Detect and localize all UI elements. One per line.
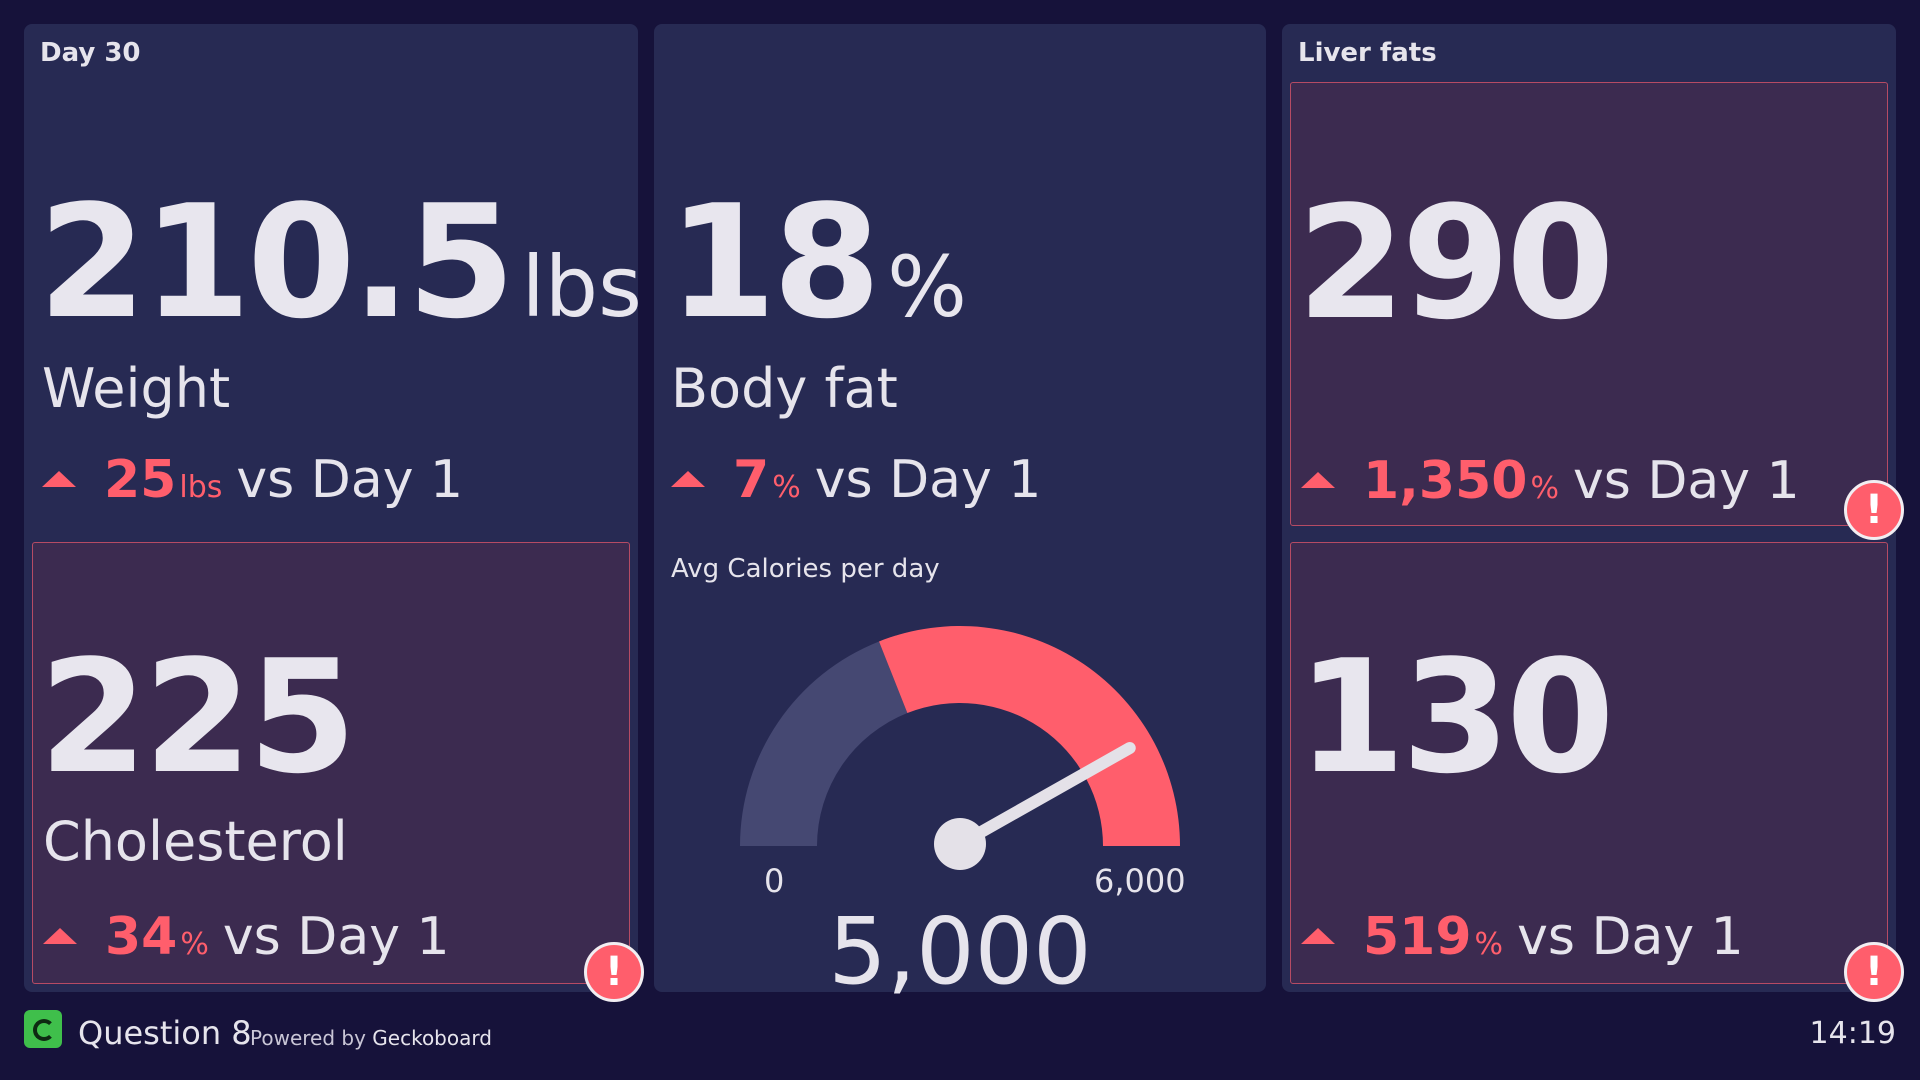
weight-change-unit: lbs <box>179 470 223 505</box>
alert-exclamation-icon[interactable]: ! <box>1844 942 1904 1002</box>
gauge-max-label: 6,000 <box>1094 862 1186 900</box>
weight-number: 210.5 <box>38 171 515 353</box>
powered-by-brand: Geckoboard <box>372 1026 492 1050</box>
cholesterol-change-suffix: vs Day 1 <box>222 907 450 967</box>
cholesterol-change-value: 34 <box>105 907 178 967</box>
body-fat-change-unit: % <box>772 470 801 505</box>
powered-by-prefix: Powered by <box>250 1026 366 1050</box>
liver-fat-1-change: 1,350 % vs Day 1 <box>1301 455 1800 507</box>
up-triangle-icon <box>1301 472 1335 488</box>
weight-value: 210.5 lbs <box>38 184 642 340</box>
liver-fat-1-change-unit: % <box>1530 471 1559 506</box>
cholesterol-change-unit: % <box>180 927 209 962</box>
weight-change-suffix: vs Day 1 <box>236 450 464 510</box>
panel-title: Liver fats <box>1298 38 1437 68</box>
liver-fat-widget-1: 290 1,350 % vs Day 1 <box>1290 82 1888 526</box>
gauge-hub <box>934 818 986 870</box>
geckoboard-logo-icon[interactable] <box>24 1010 62 1048</box>
gauge-track <box>740 641 908 846</box>
cholesterol-change: 34 % vs Day 1 <box>43 911 450 963</box>
dashboard-title: Question 8 <box>78 1014 252 1052</box>
gauge-needle <box>954 742 1136 850</box>
body-fat-value: 18% <box>668 184 967 340</box>
cholesterol-label: Cholesterol <box>43 810 348 873</box>
weight-panel: Day 30 210.5 lbs Weight 25 lbs vs Day 1 2… <box>24 24 644 1002</box>
liver-fat-1-value: 290 <box>1297 172 1615 354</box>
liver-fats-panel: Liver fats 290 1,350 % vs Day 1 ! 130 51… <box>1282 24 1904 1002</box>
liver-fat-1-change-value: 1,350 <box>1363 451 1528 511</box>
liver-fat-2-value: 130 <box>1297 626 1615 808</box>
liver-fat-2-change-value: 519 <box>1363 907 1472 967</box>
body-fat-change-suffix: vs Day 1 <box>814 450 1042 510</box>
body-fat-number: 18 <box>668 171 881 353</box>
liver-fat-2-change-suffix: vs Day 1 <box>1517 907 1744 967</box>
calories-gauge <box>740 626 1180 870</box>
body-fat-change-value: 7 <box>733 450 770 510</box>
body-fat-panel: 18% Body fat 7 % vs Day 1 Avg Calories p… <box>654 24 1266 1005</box>
clock: 14:19 <box>1809 1016 1896 1051</box>
cholesterol-value: 225 <box>39 626 357 808</box>
gauge-value: 5,000 <box>828 898 1092 1005</box>
body-fat-change: 7 % vs Day 1 <box>671 454 1041 506</box>
liver-fat-2-change: 519 % vs Day 1 <box>1301 911 1744 963</box>
cholesterol-widget: 225 Cholesterol 34 % vs Day 1 <box>32 542 630 984</box>
body-fat-unit: % <box>887 238 967 336</box>
up-triangle-icon <box>671 471 705 487</box>
liver-fat-widget-2: 130 519 % vs Day 1 <box>1290 542 1888 984</box>
weight-change-value: 25 <box>104 450 177 510</box>
up-triangle-icon <box>42 471 76 487</box>
footer: Question 8 Powered by Geckoboard 14:19 <box>0 1004 1920 1064</box>
liver-fat-1-change-suffix: vs Day 1 <box>1573 451 1800 511</box>
liver-fat-2-change-unit: % <box>1474 927 1504 962</box>
gauge-min-label: 0 <box>764 862 785 900</box>
weight-label: Weight <box>42 357 231 420</box>
gauge-title: Avg Calories per day <box>671 554 940 584</box>
body-fat-label: Body fat <box>671 357 898 420</box>
weight-change: 25 lbs vs Day 1 <box>42 454 463 506</box>
gauge-fill <box>879 626 1180 846</box>
powered-by[interactable]: Powered by Geckoboard <box>250 1026 492 1050</box>
alert-exclamation-icon[interactable]: ! <box>1844 480 1904 540</box>
alert-exclamation-icon[interactable]: ! <box>584 942 644 1002</box>
up-triangle-icon <box>43 928 77 944</box>
up-triangle-icon <box>1301 928 1335 944</box>
panel-title: Day 30 <box>40 38 141 68</box>
weight-unit: lbs <box>521 238 642 336</box>
